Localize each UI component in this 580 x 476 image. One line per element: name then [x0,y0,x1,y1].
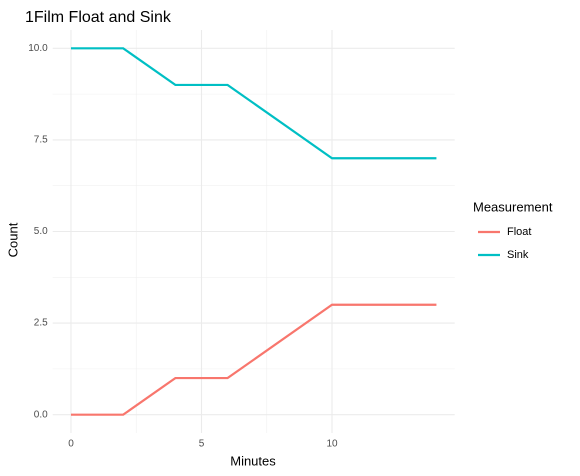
x-tick-label: 5 [199,439,205,450]
line [70,47,437,160]
chart-title: 1Film Float and Sink [25,9,172,26]
y-tick-label: 5.0 [34,226,48,237]
x-axis-title: Minutes [230,453,276,468]
x-tick-label: 10 [326,439,338,450]
y-tick-label: 0.0 [34,409,48,420]
y-tick-label: 7.5 [34,135,48,146]
legend-label: Sink [507,249,529,261]
line [70,303,437,416]
legend-label: Float [507,226,531,238]
x-tick-label: 0 [68,439,74,450]
y-tick-label: 2.5 [34,318,48,329]
legend-title: Measurement [473,199,553,214]
y-tick-label: 10.0 [28,43,48,54]
y-axis-title: Count [5,222,20,257]
